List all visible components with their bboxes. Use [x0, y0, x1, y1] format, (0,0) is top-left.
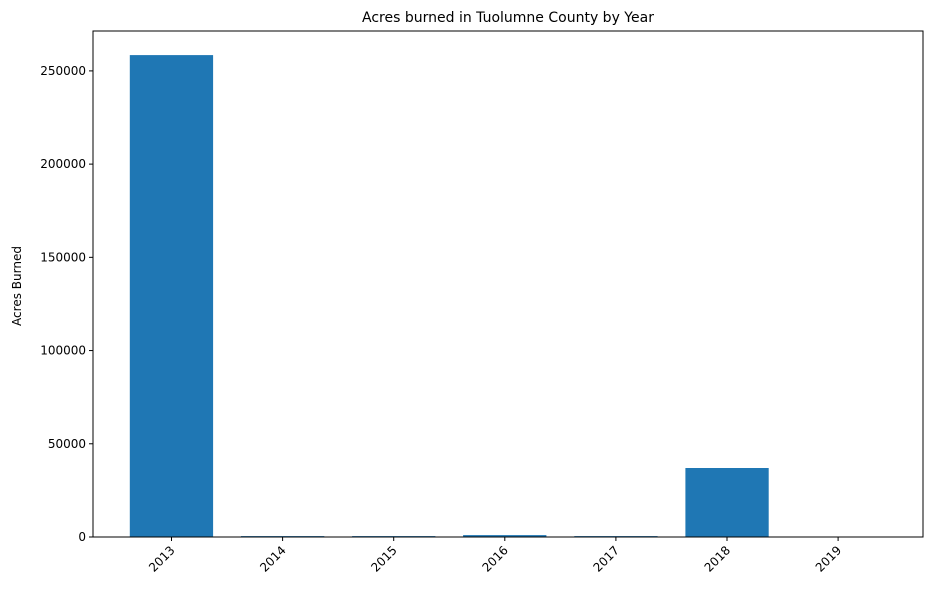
- bar-2013: [129, 55, 214, 537]
- y-ticks-group: 0 50000 100000 150000 200000 250000: [40, 64, 93, 544]
- y-tick-label-200000: 200000: [40, 157, 86, 171]
- x-tick-label-2014: 2014: [257, 543, 288, 574]
- bar-2016: [463, 535, 547, 537]
- x-ticks-group: 2013 2014 2015 2016 2017 2018 2019: [146, 537, 844, 575]
- x-tick-label-2013: 2013: [146, 543, 177, 574]
- plot-frame: [92, 30, 924, 538]
- y-tick-label-150000: 150000: [40, 250, 86, 264]
- x-tick-label-2017: 2017: [591, 543, 622, 574]
- x-tick-label-2018: 2018: [702, 543, 733, 574]
- chart-title: Acres burned in Tuolumne County by Year: [362, 10, 654, 26]
- bar-2018: [685, 468, 769, 537]
- x-tick-label-2015: 2015: [368, 543, 399, 574]
- y-tick-label-0: 0: [78, 530, 86, 544]
- y-tick-label-50000: 50000: [48, 437, 86, 451]
- y-axis-label: Acres Burned: [10, 246, 24, 326]
- y-tick-label-100000: 100000: [40, 344, 86, 358]
- x-tick-label-2016: 2016: [479, 543, 510, 574]
- bars-group: [129, 55, 769, 537]
- y-tick-label-250000: 250000: [40, 64, 86, 78]
- x-tick-label-2019: 2019: [813, 543, 844, 574]
